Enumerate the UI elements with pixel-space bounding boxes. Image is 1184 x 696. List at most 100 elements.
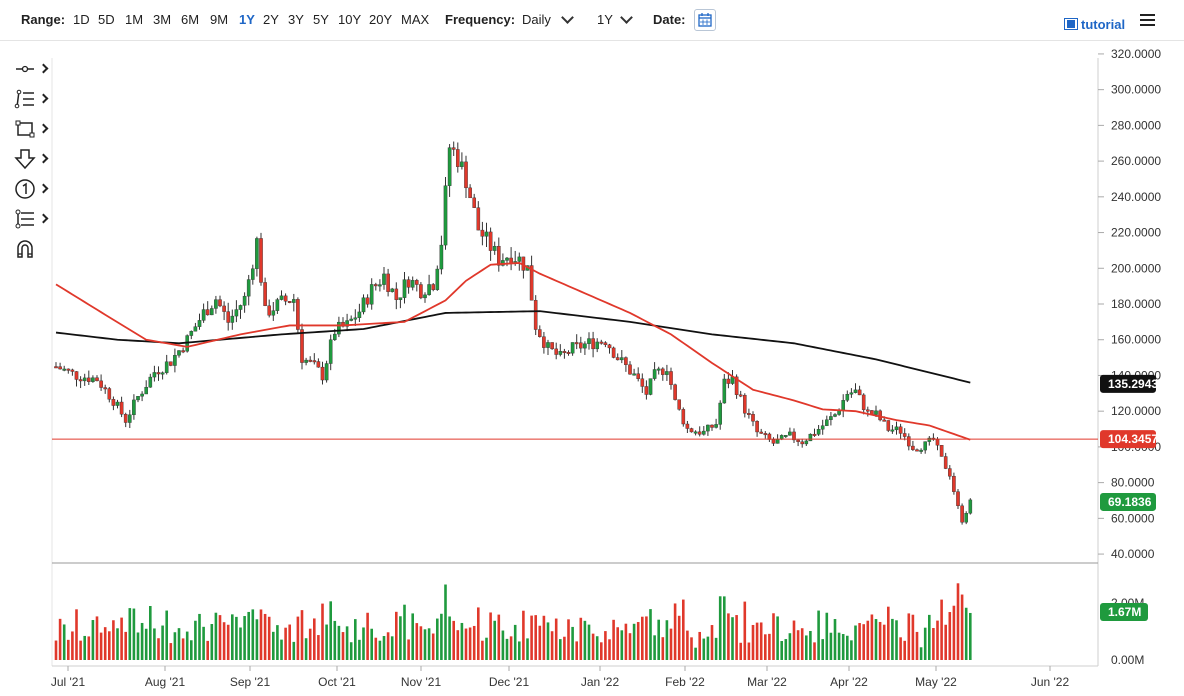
volume-bar	[120, 617, 123, 660]
period-select[interactable]: 1Y	[597, 12, 613, 27]
volume-bar	[112, 620, 115, 660]
film-icon[interactable]	[1064, 18, 1078, 30]
volume-bar	[472, 625, 476, 660]
rectangle-icon	[15, 120, 35, 138]
volume-bar	[222, 622, 226, 660]
tutorial-link[interactable]: tutorial	[1081, 17, 1126, 32]
volume-bar	[702, 638, 706, 660]
candle-body	[841, 400, 845, 411]
slow-ma-marker: 135.2943	[1100, 374, 1158, 393]
range-max[interactable]: MAX	[401, 12, 430, 27]
chevron-down-icon[interactable]	[561, 11, 574, 24]
calendar-icon[interactable]	[694, 9, 716, 31]
volume-bar	[255, 619, 259, 660]
candle-body	[820, 425, 825, 430]
volume-bar	[899, 637, 902, 660]
time-tick-label: Aug '21	[145, 675, 186, 689]
price-chart[interactable]: 320.0000 300.0000 280.0000 260.0000 240.0000…	[0, 40, 1184, 696]
candle-body	[324, 363, 329, 381]
volume-bar	[300, 610, 304, 660]
measure-icon	[15, 209, 34, 229]
candle-body	[656, 368, 661, 371]
volume-bar	[362, 627, 365, 660]
candle-body	[956, 491, 960, 507]
candle-body	[423, 294, 427, 299]
fib-tool[interactable]	[10, 86, 52, 116]
range-20y[interactable]: 20Y	[369, 12, 393, 27]
candle-body	[952, 475, 956, 492]
range-5y[interactable]: 5Y	[313, 12, 329, 27]
candle-body	[349, 318, 354, 321]
volume-bar	[456, 630, 460, 660]
range-1d[interactable]: 1D	[73, 12, 90, 27]
last-volume-marker: 1.67M	[1100, 603, 1148, 621]
volume-bar	[395, 611, 398, 660]
volume-bar	[645, 616, 648, 660]
arrow-tool[interactable]	[10, 146, 52, 176]
menu-icon[interactable]	[1140, 14, 1155, 26]
range-10y[interactable]: 10Y	[338, 12, 362, 27]
candle-body	[529, 265, 534, 301]
candle-body	[574, 342, 579, 345]
volume-bar	[54, 640, 58, 660]
range-3y[interactable]: 3Y	[288, 12, 304, 27]
price-tick-label: 180.0000	[1111, 297, 1161, 311]
range-1y[interactable]: 1Y	[239, 12, 255, 27]
volume-bar	[206, 640, 209, 660]
volume-bar	[321, 603, 324, 660]
volume-bar	[509, 636, 513, 660]
candle-body	[620, 357, 624, 361]
candle-body	[579, 342, 583, 349]
candle-body	[156, 372, 161, 375]
candle-body	[755, 421, 759, 433]
magnet-tool[interactable]	[10, 236, 52, 266]
candle-body	[517, 256, 522, 262]
volume-bar	[747, 642, 751, 660]
candle-body	[796, 439, 800, 442]
volume-bar	[718, 596, 722, 660]
volume-bar	[755, 622, 759, 660]
shape-tool[interactable]	[10, 116, 52, 146]
volume-bar	[349, 642, 353, 660]
volume-bar	[854, 625, 857, 660]
price-tick-label: 280.0000	[1111, 118, 1161, 132]
candle-body	[361, 297, 366, 313]
volume-bar	[538, 625, 542, 660]
chevron-down-icon[interactable]	[620, 11, 633, 24]
volume-bar	[173, 632, 177, 660]
volume-bar	[95, 616, 99, 660]
volume-bar	[436, 618, 439, 660]
candle-body	[82, 377, 87, 382]
volume-bar	[887, 606, 890, 660]
volume-bar	[575, 641, 578, 660]
volume-bar	[513, 624, 517, 660]
candle-body	[714, 424, 718, 428]
volume-bar	[846, 635, 849, 660]
line-tool[interactable]	[10, 56, 52, 86]
range-6m[interactable]: 6M	[181, 12, 200, 27]
volume-bar	[624, 623, 628, 660]
range-2y[interactable]: 2Y	[263, 12, 279, 27]
range-9m[interactable]: 9M	[210, 12, 229, 27]
volume-bar	[956, 583, 960, 660]
volume-bar	[202, 626, 205, 660]
candle-body	[173, 355, 177, 366]
range-5d[interactable]: 5D	[98, 12, 115, 27]
range-3m[interactable]: 3M	[153, 12, 172, 27]
candle-body	[857, 389, 862, 396]
volume-bar	[440, 613, 443, 660]
range-1m[interactable]: 1M	[125, 12, 144, 27]
candle-body	[107, 388, 112, 400]
svg-text:135.2943: 135.2943	[1108, 377, 1158, 391]
annotation-tool[interactable]	[10, 176, 52, 206]
candle-body	[152, 372, 157, 378]
frequency-select[interactable]: Daily	[522, 12, 551, 27]
candle-body	[267, 305, 272, 316]
candle-body	[390, 288, 395, 292]
candle-body	[636, 373, 640, 379]
candle-body	[333, 333, 337, 340]
measure-tool[interactable]	[10, 206, 52, 236]
candle-body	[226, 311, 231, 323]
volume-bar	[165, 610, 168, 660]
volume-bar	[136, 632, 140, 660]
